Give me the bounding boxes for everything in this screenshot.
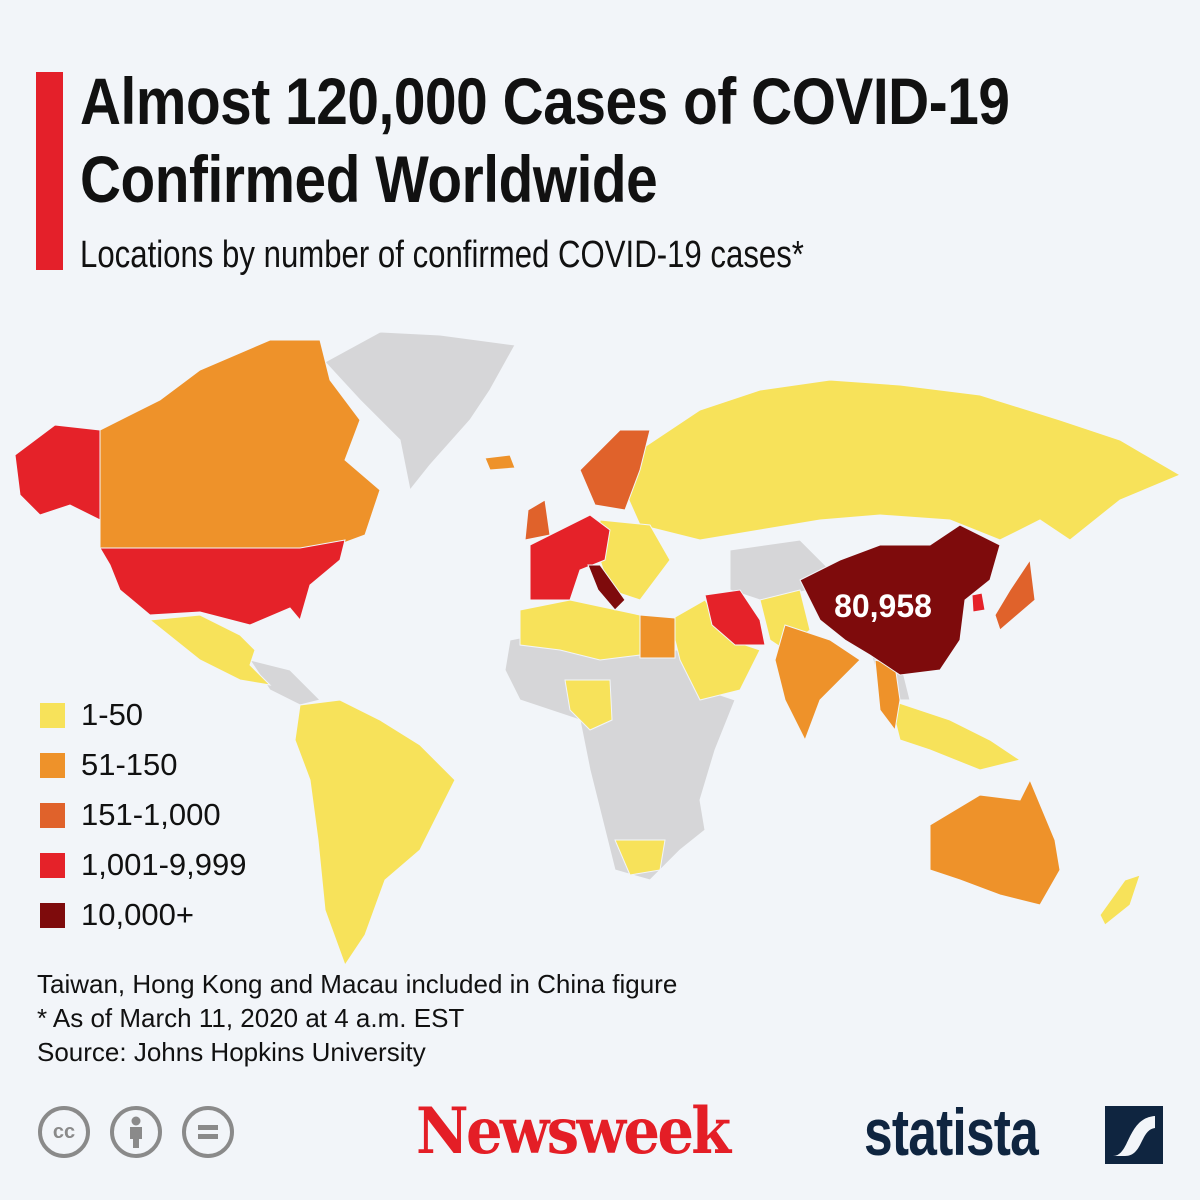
japan [994, 558, 1036, 631]
footnotes: Taiwan, Hong Kong and Macau included in … [37, 967, 677, 1069]
new-zealand [1099, 874, 1141, 926]
legend-swatch [40, 752, 65, 778]
russia [619, 379, 1182, 541]
central-america [248, 659, 321, 706]
mexico [148, 614, 272, 686]
note-china: Taiwan, Hong Kong and Macau included in … [37, 969, 678, 999]
statista-mark-icon [1105, 1106, 1163, 1164]
note-source: Source: Johns Hopkins University [37, 1037, 426, 1067]
no-derivatives-icon[interactable] [182, 1106, 234, 1158]
newsweek-logo: Newsweek [416, 1094, 731, 1169]
cc-icon[interactable]: cc [38, 1106, 90, 1158]
italy [587, 564, 626, 611]
cc-text: cc [52, 1120, 76, 1143]
alaska [14, 424, 101, 521]
statista-logo: statista [864, 1095, 1039, 1169]
china [799, 524, 1001, 676]
legend-swatch [40, 902, 65, 928]
subtitle: Locations by number of confirmed COVID-1… [80, 234, 804, 276]
equals-glyph [198, 1125, 218, 1139]
west-africa [564, 679, 613, 731]
greenland [324, 331, 516, 492]
legend-swatch [40, 802, 65, 828]
legend-swatch [40, 852, 65, 878]
china-callout: 80,958 [834, 588, 932, 624]
legend-label: 10,000+ [81, 897, 194, 932]
australia [929, 778, 1061, 906]
legend-label: 151-1,000 [81, 797, 221, 832]
accent-bar [36, 72, 63, 270]
person-glyph [130, 1116, 142, 1148]
iceland [484, 454, 516, 471]
legend-item: 1,001-9,999 [40, 840, 246, 890]
south-america [294, 699, 456, 967]
legend-item: 1-50 [40, 690, 246, 740]
title-line-1: Almost 120,000 Cases of COVID-19 [80, 64, 1010, 138]
legend-label: 1-50 [81, 697, 144, 732]
legend-item: 10,000+ [40, 890, 246, 940]
title-line-2: Confirmed Worldwide [80, 142, 658, 216]
north-africa [519, 599, 641, 661]
southeast-asia [889, 699, 1022, 771]
legend-label: 1,001-9,999 [81, 847, 247, 882]
iran [704, 589, 766, 646]
usa [99, 539, 346, 626]
note-date: * As of March 11, 2020 at 4 a.m. EST [37, 1003, 465, 1033]
uk [524, 499, 551, 541]
legend-item: 51-150 [40, 740, 246, 790]
south-korea [971, 592, 986, 613]
egypt [639, 614, 676, 659]
attribution-icon[interactable] [110, 1106, 162, 1158]
legend: 1-50 51-150 151-1,000 1,001-9,999 10,000… [40, 690, 246, 940]
south-africa [614, 839, 666, 876]
scandinavia [579, 429, 651, 511]
legend-label: 51-150 [81, 747, 178, 782]
india [774, 624, 861, 742]
legend-item: 151-1,000 [40, 790, 246, 840]
legend-swatch [40, 702, 65, 728]
page-title: Almost 120,000 Cases of COVID-19 Confirm… [80, 62, 1010, 218]
